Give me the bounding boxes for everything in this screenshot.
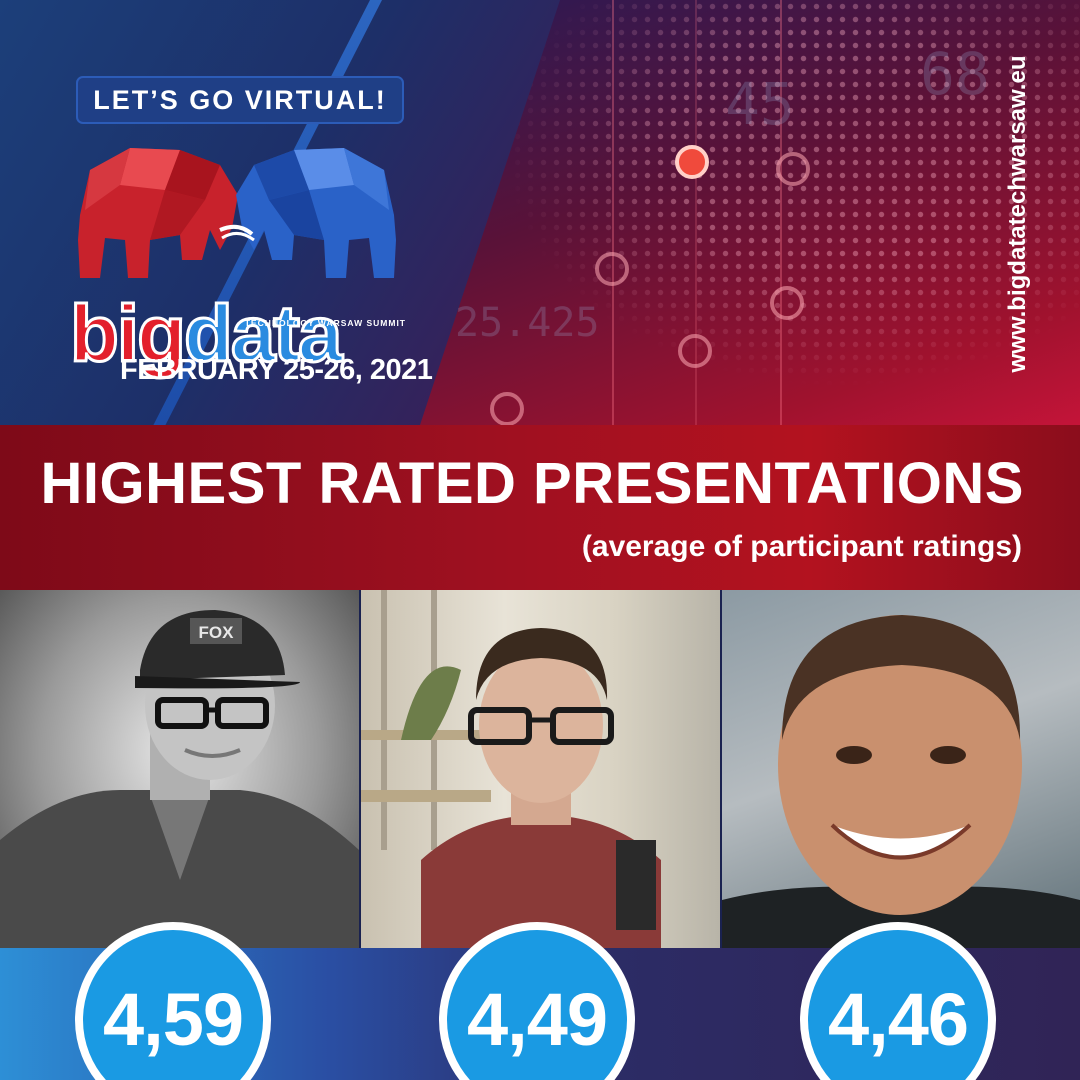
- background-number: 25.425: [455, 300, 600, 346]
- rating-badge-2: 4,49: [439, 922, 635, 1080]
- background-number: 45: [725, 70, 795, 138]
- event-date: FEBRUARY 25-26, 2021: [120, 354, 433, 386]
- hero-background: 45 68 25.425 LET’S GO VIRTUAL!: [0, 0, 1080, 425]
- data-point-marker: [776, 152, 810, 186]
- page-title: HIGHEST RATED PRESENTATIONS: [40, 451, 1024, 516]
- logo-data-text: data: [182, 289, 343, 378]
- elephants-icon: [78, 148, 396, 278]
- title-banner: [0, 425, 1080, 590]
- smiling-person-icon: [722, 615, 1080, 948]
- speaker-photo-2: [361, 590, 720, 948]
- cap-text: FOX: [199, 623, 235, 642]
- logo-wordmark: bigdata: [69, 292, 344, 375]
- data-point-marker: [678, 334, 712, 368]
- person-with-glasses-icon: [361, 590, 661, 948]
- tagline-badge: LET’S GO VIRTUAL!: [76, 76, 404, 124]
- logo-subtitle: TECHNOLOGY WARSAW SUMMIT: [244, 318, 406, 328]
- rating-badge-1: 4,59: [75, 922, 271, 1080]
- data-point-marker: [595, 252, 629, 286]
- data-point-marker: [490, 392, 524, 425]
- chart-line: [780, 0, 782, 425]
- speaker-photo-1: FOX: [0, 590, 359, 948]
- person-with-cap-icon: FOX: [0, 610, 359, 948]
- chart-line: [612, 0, 614, 425]
- rating-badge-3: 4,46: [800, 922, 996, 1080]
- chart-line: [695, 0, 697, 425]
- website-url: www.bigdatatechwarsaw.eu: [1004, 55, 1031, 373]
- page-subtitle: (average of participant ratings): [581, 530, 1022, 563]
- data-point-marker: [675, 145, 709, 179]
- speaker-photo-3: [722, 590, 1080, 948]
- event-logo: LET’S GO VIRTUAL! bigdata: [69, 72, 406, 384]
- background-number: 68: [920, 40, 990, 108]
- logo-big-text: big: [69, 289, 188, 378]
- data-point-marker: [770, 286, 804, 320]
